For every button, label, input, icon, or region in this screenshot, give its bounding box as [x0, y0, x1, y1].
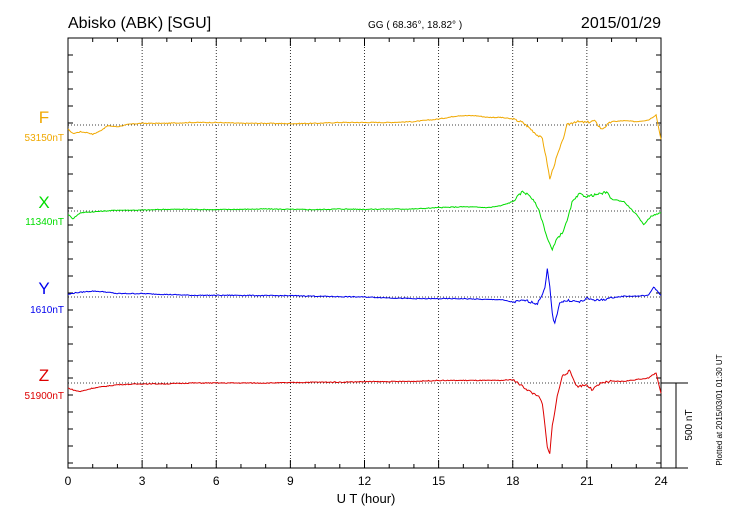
x-tick-label: 24: [654, 474, 668, 488]
x-tick-label: 18: [506, 474, 520, 488]
series-baseline-label: 11340nT: [25, 217, 64, 228]
series-line-x: [67, 190, 662, 252]
plotted-at-note: Plotted at 2015/03/01 01:30 UT: [715, 354, 724, 465]
station-title: Abisko (ABK) [SGU]: [68, 15, 211, 32]
x-tick-label: 9: [287, 474, 294, 488]
scale-bar-label: 500 nT: [684, 409, 695, 440]
x-tick-label: 0: [65, 474, 72, 488]
series-baseline-label: 51900nT: [25, 391, 64, 402]
series-name-label: Z: [39, 366, 49, 385]
series-name-label: F: [39, 108, 49, 127]
x-tick-label: 6: [213, 474, 220, 488]
scale-bar: 500 nT: [661, 382, 695, 469]
series-labels: F 53150nT X 11340nT Y 1610nT Z 51900nT: [25, 108, 64, 402]
series-line-y: [67, 268, 662, 325]
grid: [68, 38, 661, 468]
series-name-label: X: [38, 193, 49, 212]
coords-label: GG ( 68.36°, 18.82° ): [368, 20, 462, 31]
x-axis-label: U T (hour): [337, 491, 396, 506]
series-lines: [67, 113, 662, 454]
series-baseline-label: 53150nT: [25, 133, 64, 144]
x-tick-label: 21: [580, 474, 594, 488]
x-tick-labels: 0 3 6 9 12 15 18 21 24: [65, 474, 668, 488]
date-label: 2015/01/29: [581, 15, 661, 32]
series-line-f: [67, 113, 662, 180]
x-tick-label: 12: [358, 474, 372, 488]
series-name-label: Y: [38, 279, 49, 298]
x-tick-label: 3: [139, 474, 146, 488]
plot-frame: [67, 37, 662, 469]
series-baseline-label: 1610nT: [30, 305, 64, 316]
axis-ticks: [68, 38, 661, 468]
series-line-z: [67, 369, 662, 454]
x-tick-label: 15: [432, 474, 446, 488]
